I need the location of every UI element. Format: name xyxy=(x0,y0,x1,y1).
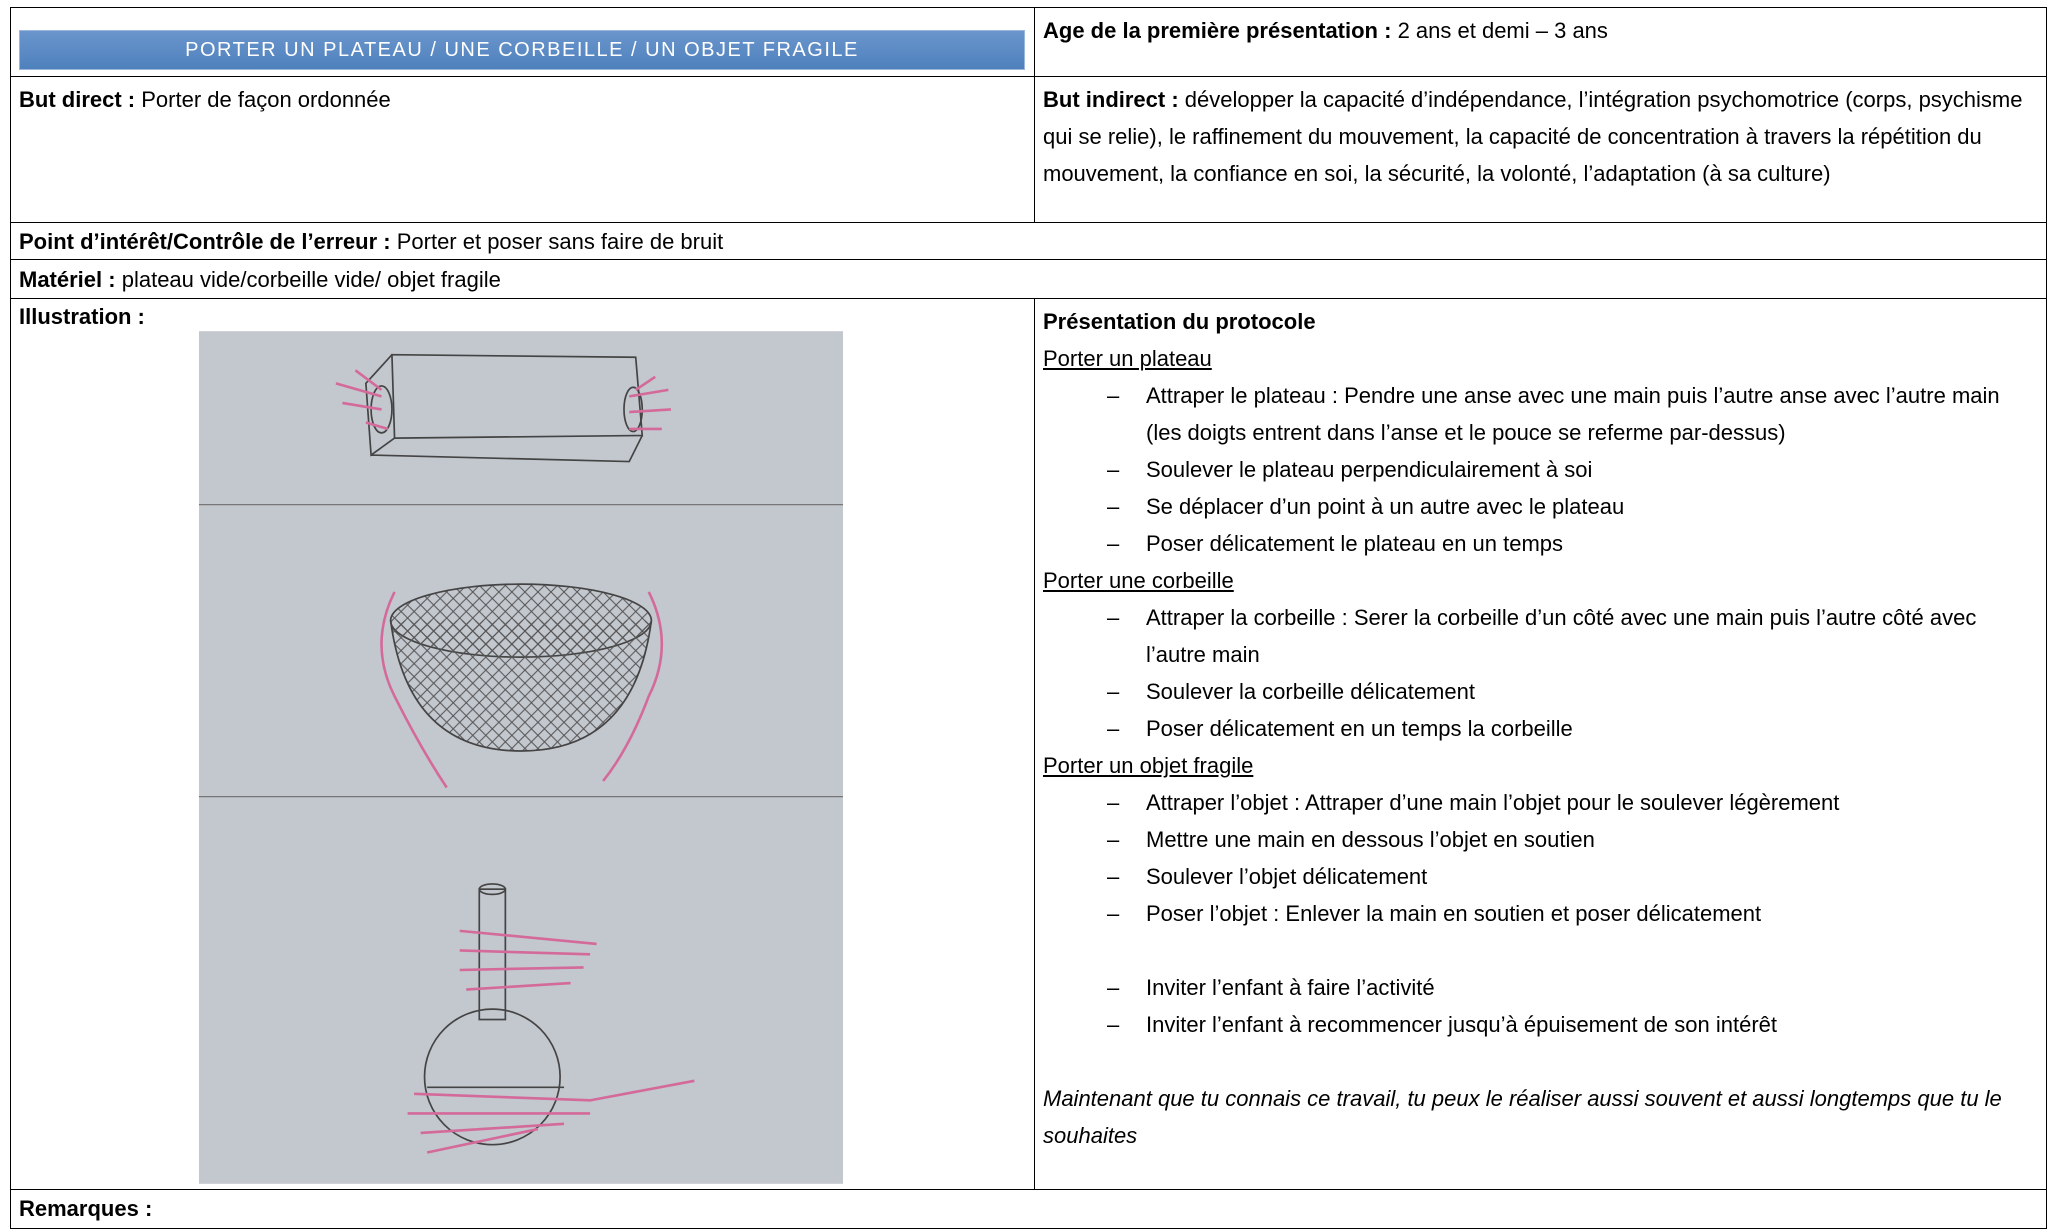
step: Inviter l’enfant à recommencer jusqu’à é… xyxy=(1043,1006,2038,1043)
age-cell: Age de la première présentation : 2 ans … xyxy=(1034,7,2047,77)
remarques-label: Remarques : xyxy=(19,1196,153,1221)
but-indirect-label: But indirect : xyxy=(1043,87,1179,112)
step: Soulever l’objet délicatement xyxy=(1043,858,2038,895)
step: Mettre une main en dessous l’objet en so… xyxy=(1043,821,2038,858)
step: Se déplacer d’un point à un autre avec l… xyxy=(1043,488,2038,525)
point-cell: Point d’intérêt/Contrôle de l’erreur : P… xyxy=(10,222,2047,260)
section-title: Porter une corbeille xyxy=(1043,568,1234,593)
point-label: Point d’intérêt/Contrôle de l’erreur : xyxy=(19,229,391,254)
but-indirect: développer la capacité d’indépendance, l… xyxy=(1043,87,2023,186)
protocole-title: Présentation du protocole xyxy=(1043,309,1316,334)
closing: Maintenant que tu connais ce travail, tu… xyxy=(1043,1086,2002,1148)
step: Soulever la corbeille délicatement xyxy=(1043,673,2038,710)
point: Porter et poser sans faire de bruit xyxy=(396,229,724,254)
remarques-cell: Remarques : xyxy=(10,1189,2047,1229)
step: Attraper la corbeille : Serer la corbeil… xyxy=(1043,599,2038,673)
but-direct-label: But direct : xyxy=(19,87,136,112)
illustration xyxy=(199,331,843,1184)
step: Inviter l’enfant à faire l’activité xyxy=(1043,969,2038,1006)
but-direct: Porter de façon ordonnée xyxy=(141,87,391,112)
title: PORTER UN PLATEAU / UNE CORBEILLE / UN O… xyxy=(185,39,859,61)
protocole: Porter un plateau Attraper le plateau : P… xyxy=(1043,340,2038,1154)
title-cell: PORTER UN PLATEAU / UNE CORBEILLE / UN O… xyxy=(10,7,1035,77)
but-indirect-cell: But indirect : développer la capacité d’… xyxy=(1034,76,2047,223)
step: Soulever le plateau perpendiculairement … xyxy=(1043,451,2038,488)
spacer xyxy=(1043,932,2038,969)
materiel-label: Matériel : xyxy=(19,267,116,292)
step: Poser l’objet : Enlever la main en souti… xyxy=(1043,895,2038,932)
step: Poser délicatement le plateau en un temp… xyxy=(1043,525,2038,562)
step: Attraper l’objet : Attraper d’une main l… xyxy=(1043,784,2038,821)
step: Attraper le plateau : Pendre une anse av… xyxy=(1043,377,2038,451)
protocole-cell: Présentation du protocole Porter un plat… xyxy=(1034,298,2047,1190)
title-bar: PORTER UN PLATEAU / UNE CORBEILLE / UN O… xyxy=(19,30,1025,70)
age-label: Age de la première présentation : xyxy=(1043,18,1392,43)
illustration-label: Illustration : xyxy=(19,304,145,329)
step: Poser délicatement en un temps la corbei… xyxy=(1043,710,2038,747)
section-title: Porter un plateau xyxy=(1043,346,1212,371)
materiel: plateau vide/corbeille vide/ objet fragi… xyxy=(121,267,501,292)
section-title: Porter un objet fragile xyxy=(1043,753,1254,778)
spacer xyxy=(1043,1043,2038,1080)
age: 2 ans et demi – 3 ans xyxy=(1397,18,1608,43)
illustration-cell: Illustration : xyxy=(10,298,1035,1190)
but-direct-cell: But direct : Porter de façon ordonnée xyxy=(10,76,1035,223)
materiel-cell: Matériel : plateau vide/corbeille vide/ … xyxy=(10,259,2047,299)
